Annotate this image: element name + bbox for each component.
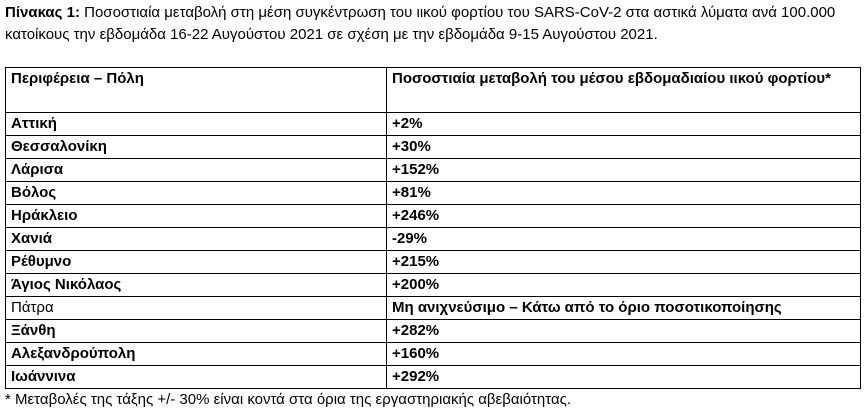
change-cell: +81% xyxy=(386,181,861,205)
table-row: Χανιά -29% xyxy=(5,227,861,251)
data-table: Περιφέρεια – Πόλη Ποσοστιαία μεταβολή το… xyxy=(5,67,861,389)
table-row: Πάτρα Μη ανιχνεύσιμο – Κάτω από το όριο … xyxy=(5,296,861,320)
region-cell: Αττική xyxy=(5,112,387,136)
change-cell: +292% xyxy=(386,365,861,389)
region-cell: Θεσσαλονίκη xyxy=(5,135,387,159)
region-cell: Λάρισα xyxy=(5,158,387,182)
change-cell: +246% xyxy=(386,204,861,228)
region-cell: Χανιά xyxy=(5,227,387,251)
table-row: Άγιος Νικόλαος +200% xyxy=(5,273,861,297)
change-cell: +160% xyxy=(386,342,861,366)
table-row: Αττική +2% xyxy=(5,112,861,136)
change-cell: +2% xyxy=(386,112,861,136)
region-cell: Ρέθυμνο xyxy=(5,250,387,274)
table-row: Ηράκλειο +246% xyxy=(5,204,861,228)
region-cell: Άγιος Νικόλαος xyxy=(5,273,387,297)
table-caption: Πίνακας 1: Ποσοστιαία μεταβολή στη μέση … xyxy=(5,2,863,46)
table-row: Αλεξανδρούπολη +160% xyxy=(5,342,861,366)
table-row: Ιωάννινα +292% xyxy=(5,365,861,389)
region-cell: Βόλος xyxy=(5,181,387,205)
caption-text: Ποσοστιαία μεταβολή στη μέση συγκέντρωση… xyxy=(5,4,836,43)
change-cell: +282% xyxy=(386,319,861,343)
header-region: Περιφέρεια – Πόλη xyxy=(5,67,387,113)
table-row: Λάρισα +152% xyxy=(5,158,861,182)
change-cell: +200% xyxy=(386,273,861,297)
change-cell: Μη ανιχνεύσιμο – Κάτω από το όριο ποσοτι… xyxy=(386,296,861,320)
change-cell: +215% xyxy=(386,250,861,274)
table-row: Βόλος +81% xyxy=(5,181,861,205)
caption-label: Πίνακας 1: xyxy=(5,4,80,21)
region-cell: Ξάνθη xyxy=(5,319,387,343)
table-header-row: Περιφέρεια – Πόλη Ποσοστιαία μεταβολή το… xyxy=(5,67,861,113)
change-cell: +152% xyxy=(386,158,861,182)
footnote: * Μεταβολές της τάξης +/- 30% είναι κοντ… xyxy=(5,391,572,408)
table-row: Θεσσαλονίκη +30% xyxy=(5,135,861,159)
region-cell: Αλεξανδρούπολη xyxy=(5,342,387,366)
region-cell: Ηράκλειο xyxy=(5,204,387,228)
change-cell: -29% xyxy=(386,227,861,251)
region-cell: Ιωάννινα xyxy=(5,365,387,389)
table-row: Ρέθυμνο +215% xyxy=(5,250,861,274)
change-cell: +30% xyxy=(386,135,861,159)
header-change: Ποσοστιαία μεταβολή του μέσου εβδομαδιαί… xyxy=(386,67,861,113)
region-cell: Πάτρα xyxy=(5,296,387,320)
table-row: Ξάνθη +282% xyxy=(5,319,861,343)
